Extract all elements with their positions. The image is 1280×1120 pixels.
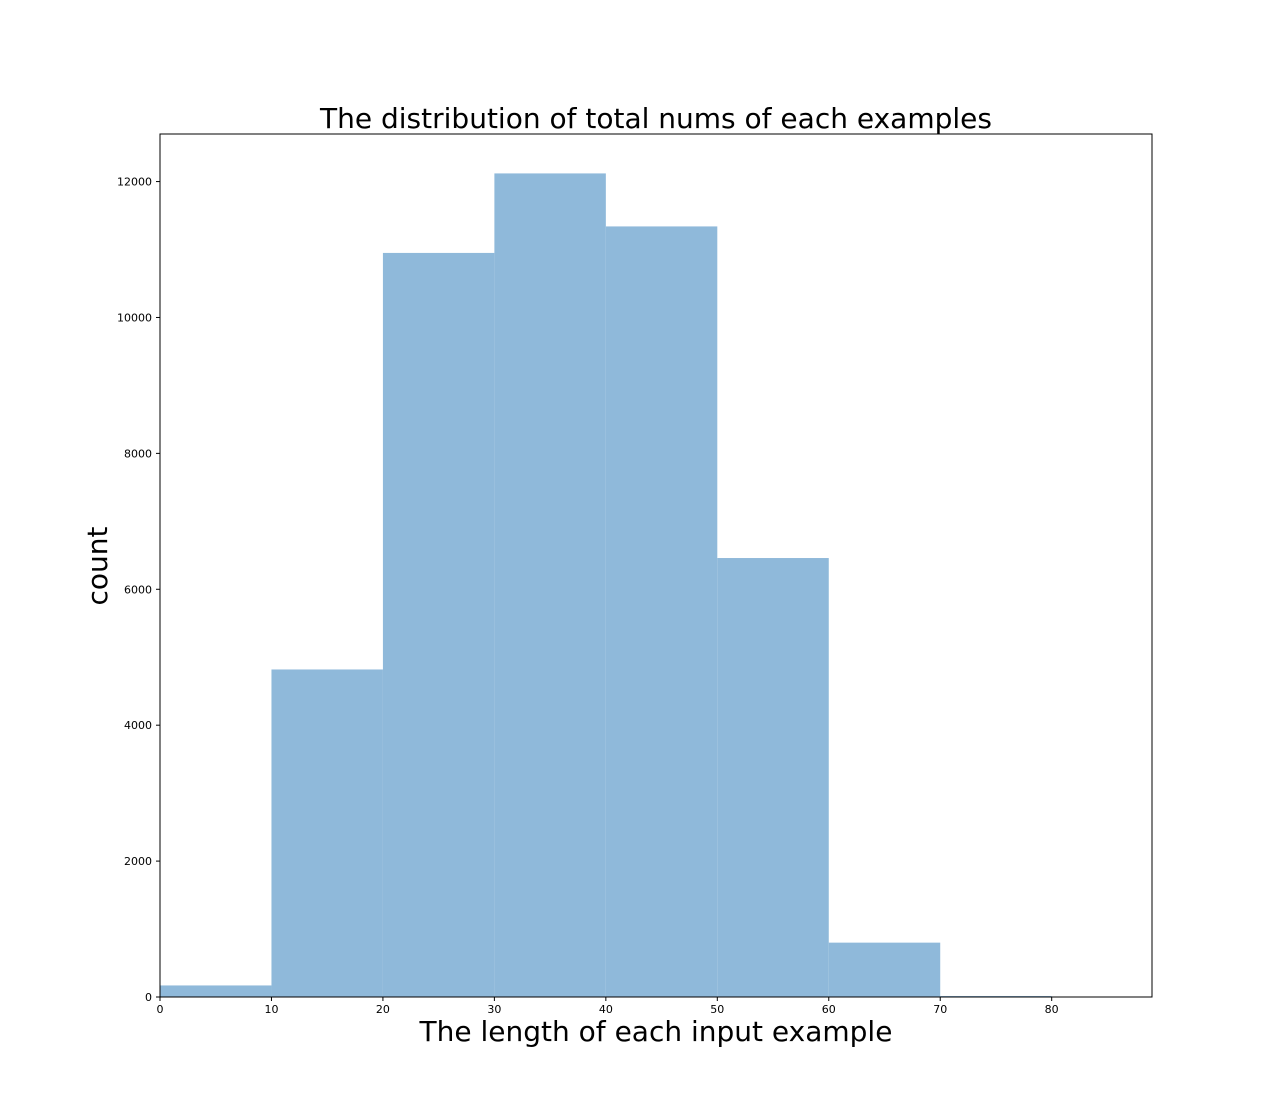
- y-tick-label: 2000: [124, 855, 152, 868]
- histogram-bar: [382, 252, 495, 997]
- y-tick-label: 10000: [117, 311, 152, 324]
- x-tick-label: 50: [710, 1003, 724, 1016]
- histogram-bar: [605, 226, 718, 997]
- x-tick-label: 10: [264, 1003, 278, 1016]
- x-tick-label: 60: [822, 1003, 836, 1016]
- x-tick-label: 40: [599, 1003, 613, 1016]
- y-axis-label: count: [81, 526, 114, 605]
- y-tick-label: 0: [145, 991, 152, 1004]
- histogram-bar: [271, 669, 383, 997]
- x-tick-label: 0: [157, 1003, 164, 1016]
- x-tick-label: 30: [487, 1003, 501, 1016]
- y-tick-label: 8000: [124, 447, 152, 460]
- y-tick-label: 12000: [117, 176, 152, 189]
- histogram-bar: [828, 942, 941, 997]
- y-axis-ticks: 0 2000 4000 6000 8000 10000 12000: [117, 176, 160, 1004]
- x-tick-label: 70: [933, 1003, 947, 1016]
- x-axis-label: The length of each input example: [419, 1015, 893, 1048]
- chart-title: The distribution of total nums of each e…: [319, 102, 992, 135]
- bars-group: [160, 173, 1052, 997]
- histogram-bar: [160, 985, 272, 997]
- histogram-bar: [940, 995, 1052, 997]
- plot-frame: [159, 133, 1153, 998]
- x-tick-label: 80: [1045, 1003, 1059, 1016]
- histogram-bar: [494, 173, 606, 997]
- histogram-bar: [717, 558, 829, 997]
- y-tick-label: 6000: [124, 583, 152, 596]
- x-tick-label: 20: [376, 1003, 390, 1016]
- y-tick-label: 4000: [124, 719, 152, 732]
- x-axis-ticks: 0 10 20 30 40 50 60 70 80: [157, 997, 1059, 1016]
